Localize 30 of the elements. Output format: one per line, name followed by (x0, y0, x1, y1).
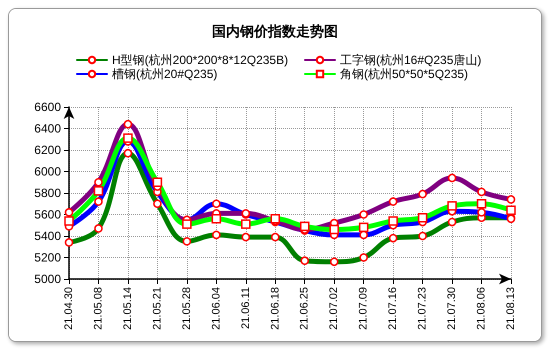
x-tick-label: 21.06.11 (240, 287, 252, 330)
x-tick-label: 21.07.09 (358, 287, 370, 330)
x-tick-label: 21.04.30 (63, 287, 75, 330)
x-tick-label: 21.05.14 (122, 287, 134, 330)
x-tick-label: 21.08.13 (505, 287, 517, 330)
y-tick-label: 6400 (34, 122, 62, 136)
legend-label: 槽钢(杭州20#Q235) (112, 67, 218, 81)
chart-title: 国内钢价指数走势图 (212, 23, 338, 39)
legend-label: 工字钢(杭州16#Q235唐山) (340, 53, 482, 67)
y-tick-label: 6600 (34, 100, 62, 114)
x-tick-label: 21.05.08 (92, 287, 104, 330)
legend-label: 角钢(杭州50*50*5Q235) (340, 67, 468, 81)
x-tick-label: 21.08.06 (476, 287, 488, 330)
x-tick-label: 21.05.21 (151, 287, 164, 330)
y-tick-label: 5600 (34, 208, 62, 222)
x-tick-label: 21.07.16 (387, 287, 400, 330)
x-tick-label: 21.06.04 (210, 287, 222, 330)
y-tick-label: 5800 (34, 186, 62, 200)
y-tick-label: 5200 (34, 250, 62, 264)
x-tick-label: 21.05.28 (180, 287, 193, 330)
y-tick-label: 5000 (34, 272, 62, 286)
x-tick-label: 21.06.25 (298, 287, 311, 330)
x-tick-label: 21.07.23 (416, 287, 429, 330)
x-tick-label: 21.07.02 (328, 287, 340, 330)
x-tick-label: 21.06.18 (269, 287, 282, 330)
y-tick-label: 6200 (34, 143, 62, 157)
x-tick-label: 21.07.30 (446, 287, 458, 330)
y-tick-label: 5400 (34, 229, 62, 243)
legend-label: H型钢(杭州200*200*8*12Q235B) (112, 53, 288, 67)
y-tick-label: 6000 (34, 164, 62, 178)
